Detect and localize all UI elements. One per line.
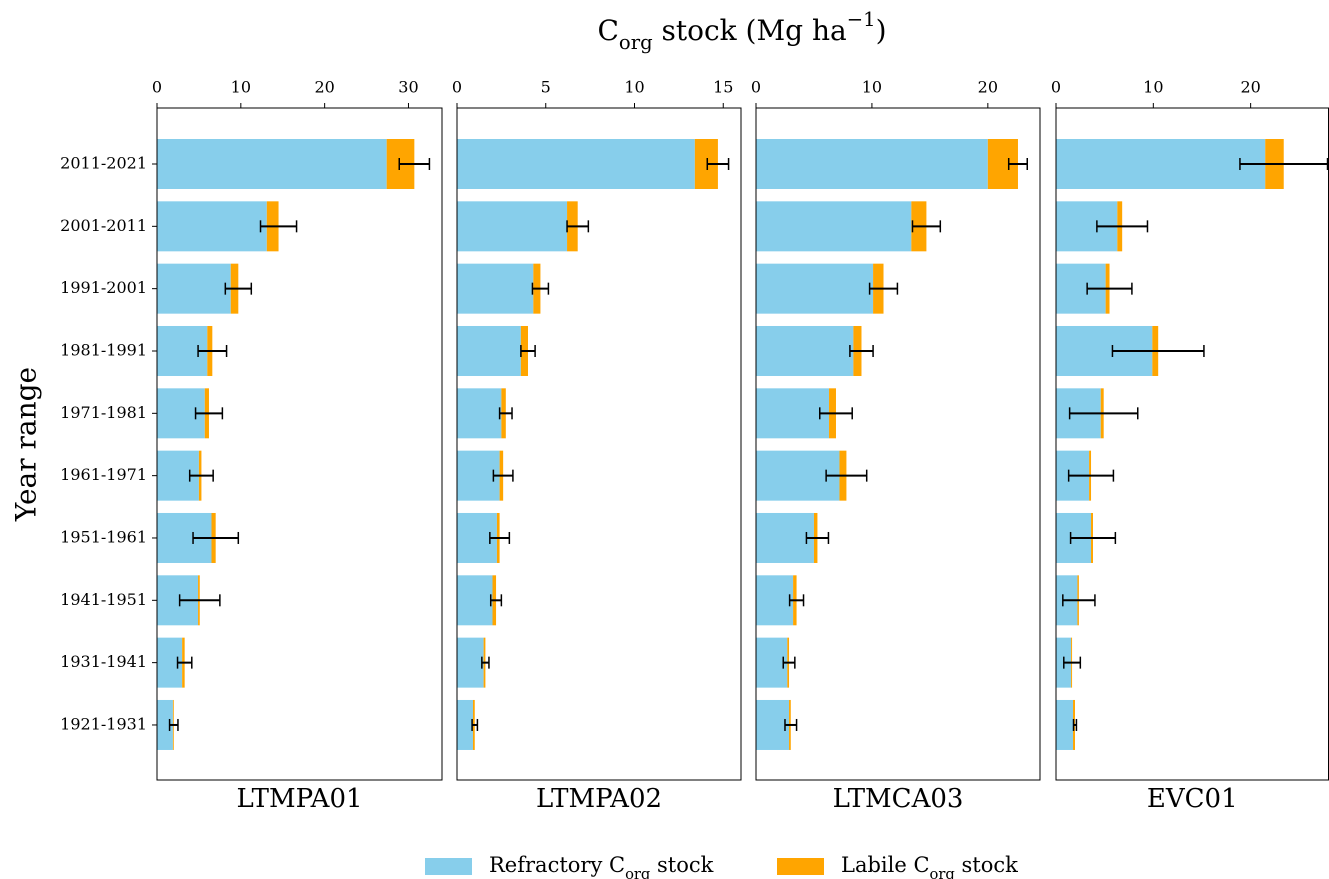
panel-title: EVC01 bbox=[1147, 784, 1238, 814]
refractory-bar bbox=[756, 388, 830, 439]
y-tick-label: 2001-2011 bbox=[60, 216, 147, 235]
x-tick-label: 0 bbox=[452, 78, 462, 97]
axes-frame bbox=[156, 107, 443, 781]
x-tick-label: 0 bbox=[1051, 78, 1061, 97]
refractory-bar bbox=[756, 139, 988, 189]
y-tick-label: 1981-1991 bbox=[60, 340, 147, 359]
text-part: stock (Mg ha bbox=[653, 14, 847, 47]
x-tick-label: 10 bbox=[624, 78, 644, 97]
x-tick-label: 15 bbox=[713, 78, 733, 97]
y-tick-label: 1931-1941 bbox=[60, 652, 147, 671]
labile-bar bbox=[694, 139, 718, 189]
refractory-bar bbox=[457, 139, 695, 189]
refractory-bar bbox=[457, 699, 473, 750]
axes-frame bbox=[456, 107, 742, 781]
x-tick-label: 0 bbox=[751, 78, 761, 97]
refractory-bar bbox=[756, 201, 912, 252]
legend-swatch bbox=[777, 858, 824, 875]
refractory-bar bbox=[457, 325, 521, 376]
legend-label: Refractory Corg stock bbox=[489, 853, 714, 879]
x-tick-label: 10 bbox=[1143, 78, 1163, 97]
refractory-bar bbox=[756, 512, 814, 563]
x-tick-label: 30 bbox=[398, 78, 418, 97]
refractory-bar bbox=[457, 263, 534, 314]
text-part: stock bbox=[650, 853, 713, 877]
legend-label: Labile Corg stock bbox=[841, 853, 1018, 879]
refractory-bar bbox=[457, 450, 500, 501]
y-tick-label: 2011-2021 bbox=[60, 154, 147, 173]
text-part: Refractory C bbox=[489, 853, 625, 877]
text-part: C bbox=[597, 14, 618, 47]
text-part: org bbox=[619, 31, 653, 54]
x-tick-label: 10 bbox=[862, 78, 882, 97]
x-tick-label: 0 bbox=[152, 78, 162, 97]
text-part: stock bbox=[955, 853, 1018, 877]
axes-frame bbox=[755, 107, 1041, 781]
panel-title: LTMPA02 bbox=[536, 784, 662, 814]
refractory-bar bbox=[1056, 699, 1074, 750]
y-tick-label: 1941-1951 bbox=[60, 590, 147, 609]
y-tick-label: 1921-1931 bbox=[60, 714, 147, 733]
refractory-bar bbox=[756, 325, 854, 376]
y-tick-label: 1951-1961 bbox=[60, 527, 147, 546]
refractory-bar bbox=[157, 201, 267, 252]
panel-title: LTMCA03 bbox=[833, 784, 964, 814]
refractory-bar bbox=[457, 388, 502, 439]
panel-title: LTMPA01 bbox=[236, 784, 362, 814]
y-tick-label: 1961-1971 bbox=[60, 465, 147, 484]
x-tick-label: 20 bbox=[978, 78, 998, 97]
text-part: org bbox=[930, 866, 955, 879]
refractory-bar bbox=[756, 637, 788, 688]
text-part: Labile C bbox=[841, 853, 930, 877]
x-tick-label: 5 bbox=[541, 78, 551, 97]
refractory-bar bbox=[756, 263, 874, 314]
refractory-bar bbox=[457, 637, 484, 688]
refractory-bar bbox=[157, 263, 231, 314]
x-tick-label: 10 bbox=[231, 78, 251, 97]
figure-title: Corg stock (Mg ha−1) bbox=[597, 8, 886, 54]
refractory-bar bbox=[157, 139, 387, 189]
text-part: ) bbox=[876, 14, 887, 47]
x-tick-label: 20 bbox=[314, 78, 334, 97]
y-axis-label: Year range bbox=[10, 367, 43, 522]
y-tick-label: 1991-2001 bbox=[60, 278, 147, 297]
y-tick-label: 1971-1981 bbox=[60, 403, 147, 422]
refractory-bar bbox=[1056, 139, 1266, 189]
refractory-bar bbox=[457, 575, 493, 626]
legend-swatch bbox=[425, 858, 472, 875]
text-part: org bbox=[625, 866, 650, 879]
refractory-bar bbox=[756, 575, 794, 626]
refractory-bar bbox=[457, 201, 568, 252]
refractory-bar bbox=[157, 699, 173, 750]
refractory-bar bbox=[756, 699, 790, 750]
text-part: −1 bbox=[847, 8, 876, 31]
x-tick-label: 20 bbox=[1240, 78, 1260, 97]
